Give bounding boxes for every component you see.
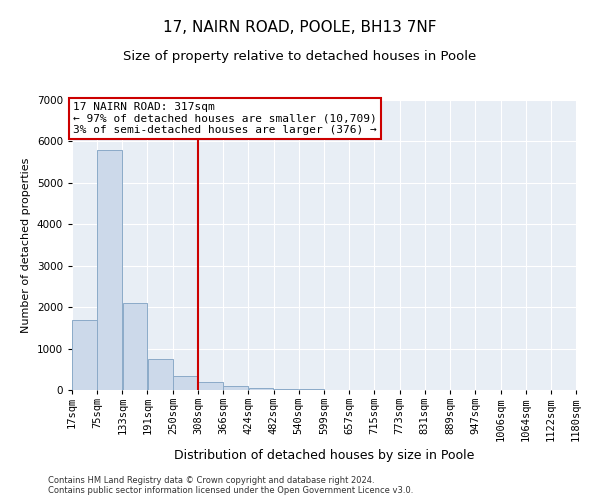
Bar — [173, 376, 198, 390]
X-axis label: Distribution of detached houses by size in Poole: Distribution of detached houses by size … — [174, 449, 474, 462]
Bar — [299, 389, 324, 390]
Bar — [148, 359, 173, 390]
Text: Size of property relative to detached houses in Poole: Size of property relative to detached ho… — [124, 50, 476, 63]
Text: 17, NAIRN ROAD, POOLE, BH13 7NF: 17, NAIRN ROAD, POOLE, BH13 7NF — [163, 20, 437, 35]
Bar — [223, 386, 248, 390]
Bar — [248, 388, 273, 390]
Bar — [199, 382, 223, 390]
Text: 17 NAIRN ROAD: 317sqm
← 97% of detached houses are smaller (10,709)
3% of semi-d: 17 NAIRN ROAD: 317sqm ← 97% of detached … — [73, 102, 377, 136]
Bar — [72, 320, 97, 390]
Bar — [122, 303, 147, 390]
Bar — [97, 150, 122, 390]
Text: Contains HM Land Registry data © Crown copyright and database right 2024.
Contai: Contains HM Land Registry data © Crown c… — [48, 476, 413, 495]
Y-axis label: Number of detached properties: Number of detached properties — [21, 158, 31, 332]
Bar — [274, 389, 298, 390]
